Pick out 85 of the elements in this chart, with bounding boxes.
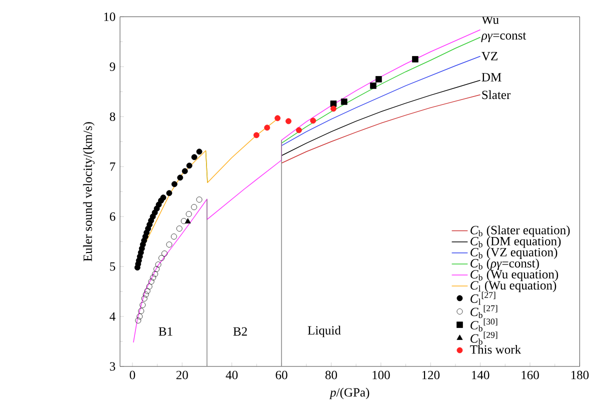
legend-label: C$_{b}$[29]	[470, 332, 498, 345]
point	[310, 118, 316, 124]
x-tick-label: 40	[226, 370, 238, 380]
x-axis-title: p/(GPa)	[329, 388, 370, 400]
x-tick-label: 140	[472, 370, 490, 380]
point	[191, 154, 198, 160]
point	[330, 100, 337, 108]
point	[376, 76, 382, 83]
point	[196, 196, 202, 203]
point	[136, 314, 143, 320]
point	[171, 181, 178, 188]
point	[148, 278, 154, 285]
point	[150, 274, 156, 281]
point	[138, 308, 144, 314]
point	[177, 174, 184, 181]
annotation: Liquid	[308, 326, 341, 338]
point	[370, 82, 376, 90]
point	[184, 218, 191, 224]
point	[253, 132, 260, 138]
y-tick-label: 8	[110, 112, 116, 122]
x-tick-label: 80	[325, 370, 338, 380]
point	[180, 218, 187, 224]
point	[286, 118, 292, 124]
point	[141, 296, 148, 302]
point	[166, 190, 172, 196]
point	[412, 56, 418, 63]
y-tick-label: 3	[110, 362, 116, 371]
y-tick-label: 9	[110, 62, 116, 72]
point	[158, 255, 164, 262]
annotation: Slater	[482, 90, 511, 100]
legend-label: C$_{b}$ (Slater equation)	[470, 226, 570, 238]
y-tick-label: 6	[110, 212, 116, 221]
line-series	[133, 30, 481, 344]
y-tick-label: 5	[110, 262, 116, 271]
point	[330, 106, 336, 112]
x-tick-label: 20	[176, 370, 188, 380]
legend-label: C$_{l}$[27]	[470, 292, 496, 305]
point	[144, 288, 150, 294]
point	[176, 226, 182, 232]
point	[274, 115, 281, 122]
point	[166, 242, 172, 248]
point	[152, 271, 158, 278]
legend-label: C$_{b}$ (Wu equation)	[470, 270, 558, 282]
point	[182, 168, 188, 174]
point	[340, 98, 348, 106]
x-tick-label: 0	[130, 370, 136, 380]
y-axis-title: Euler sound velocity/(km/s)	[83, 122, 95, 262]
point	[162, 250, 168, 257]
point	[140, 302, 146, 308]
point	[135, 318, 142, 324]
point	[142, 292, 149, 298]
legend-label: C$_{b}$[27]	[470, 305, 498, 318]
annotation: DM	[482, 73, 502, 82]
line-series	[281, 94, 481, 164]
point	[156, 202, 162, 208]
point	[191, 204, 198, 210]
x-tick-label: 120	[422, 370, 440, 380]
legend-label: C$_{b}$ (ργ=const)	[470, 258, 539, 270]
legend-label: C$_{b}$ (DM equation)	[470, 236, 561, 248]
point	[146, 284, 152, 290]
annotation: ργ=const	[481, 32, 526, 42]
y-tick-label: 10	[104, 12, 116, 22]
x-tick-label: 100	[372, 370, 390, 380]
point	[186, 162, 192, 169]
point	[170, 234, 177, 240]
x-tick-label: 160	[522, 370, 539, 380]
point	[160, 194, 166, 201]
x-tick-label: 180	[571, 370, 589, 380]
legend-label: C$_{l}$ (Wu equation)	[470, 280, 556, 292]
x-tick-label: 60	[276, 370, 288, 380]
point	[196, 148, 202, 155]
point	[155, 262, 162, 268]
annotation: VZ	[482, 52, 498, 61]
point	[154, 266, 160, 272]
legend-label: C$_{b}$[30]	[470, 318, 498, 332]
annotation: B2	[233, 328, 247, 336]
y-tick-label: 4	[110, 312, 116, 321]
line-series	[281, 80, 481, 156]
point	[296, 127, 302, 134]
legend-label: C$_{b}$ (VZ equation)	[470, 248, 558, 260]
legend-label: This work	[470, 345, 522, 354]
y-tick-label: 7	[110, 162, 116, 171]
annotation: B1	[158, 328, 172, 336]
point	[264, 124, 270, 131]
point	[186, 211, 192, 218]
